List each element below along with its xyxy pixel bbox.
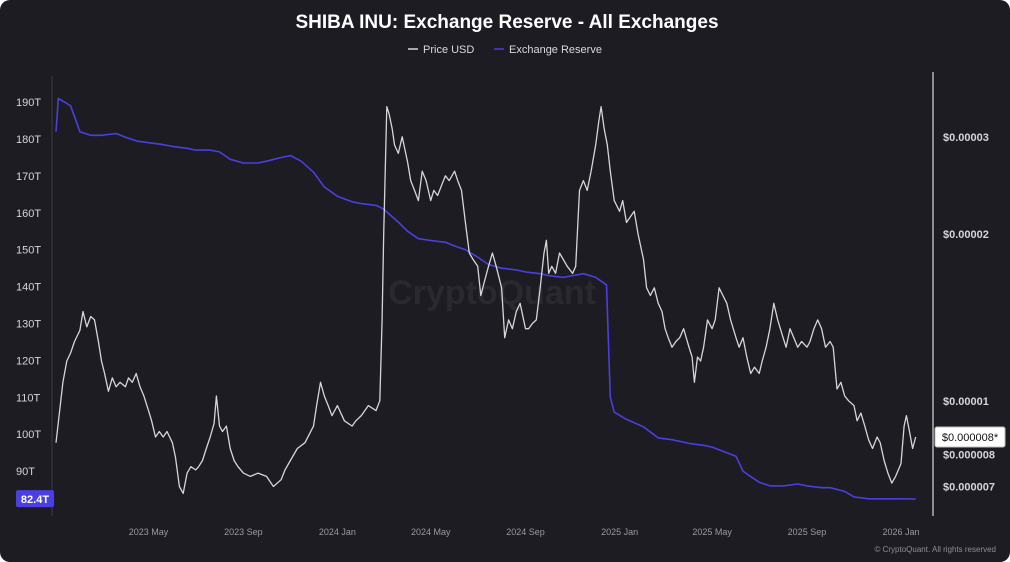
x-tick-label: 2024 Jan xyxy=(319,527,356,537)
watermark: CryptoQuant xyxy=(388,274,596,312)
left-badge-background xyxy=(16,490,54,508)
left-tick-label: 110T xyxy=(16,392,41,404)
left-tick-label: 170T xyxy=(16,171,41,183)
right-tick-label: $0.000007 xyxy=(943,481,995,493)
right-tick-label: $0.00003 xyxy=(943,132,989,144)
left-tick-label: 120T xyxy=(16,355,41,367)
legend: Price USD Exchange Reserve xyxy=(408,44,602,56)
left-tick-label: 90T xyxy=(16,466,35,478)
left-tick-label: 160T xyxy=(16,208,41,220)
left-tick-label: 100T xyxy=(16,429,41,441)
left-badge-label: 82.4T xyxy=(21,494,49,506)
left-tick-label: 180T xyxy=(16,134,41,146)
right-tick-label: $0.000008 xyxy=(943,449,995,461)
legend-reserve-label[interactable]: Exchange Reserve xyxy=(509,44,602,56)
left-tick-label: 190T xyxy=(16,97,41,109)
series-layer xyxy=(55,97,917,500)
right-badge-label: $0.000008* xyxy=(942,432,999,444)
left-axis-ticks: 190T 180T 170T 160T 150T 140T 130T 120T 110T 100T… xyxy=(16,97,41,478)
right-current-badge: $0.000008* xyxy=(934,426,1006,448)
chart-title: SHIBA INU: Exchange Reserve - All Exchan… xyxy=(295,12,718,33)
left-tick-label: 140T xyxy=(16,282,41,294)
left-tick-label: 150T xyxy=(16,245,41,257)
right-axis-ticks: $0.00003 $0.00002 $0.00001 $0.000008 $0.0000… xyxy=(943,132,995,494)
x-axis-ticks: 2023 May 2023 Sep 2024 Jan 2024 May 2024 Sep… xyxy=(129,527,920,537)
x-tick-label: 2024 Sep xyxy=(506,527,545,537)
x-tick-label: 2025 Sep xyxy=(788,527,827,537)
x-tick-label: 2025 Jan xyxy=(601,527,638,537)
x-tick-label: 2025 May xyxy=(692,527,732,537)
right-tick-label: $0.00002 xyxy=(943,229,989,241)
x-tick-label: 2023 May xyxy=(129,527,169,537)
legend-price-label[interactable]: Price USD xyxy=(423,44,474,56)
x-tick-label: 2024 May xyxy=(411,527,451,537)
x-tick-label: 2023 Sep xyxy=(224,527,263,537)
right-tick-label: $0.00001 xyxy=(943,396,989,408)
exchange-reserve-line xyxy=(55,97,916,500)
right-badge-background xyxy=(934,426,1006,448)
copyright-credit: © CryptoQuant. All rights reserved xyxy=(875,545,997,554)
left-tick-label: 130T xyxy=(16,319,41,331)
left-current-badge: 82.4T xyxy=(16,490,54,508)
x-tick-label: 2026 Jan xyxy=(882,527,919,537)
price-usd-line xyxy=(55,106,917,495)
